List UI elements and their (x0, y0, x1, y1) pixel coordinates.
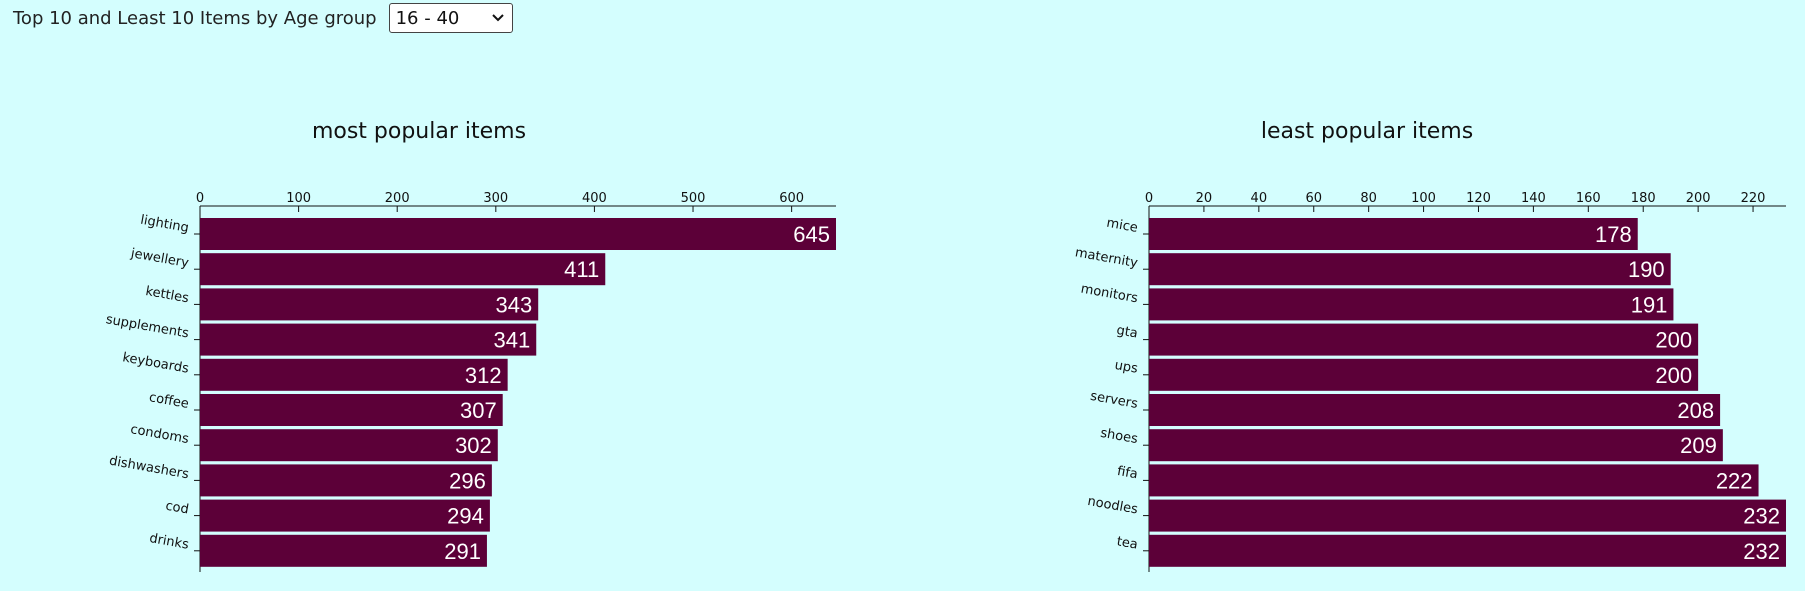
chart-least-popular: least popular items 0 20 40 60 80 100 120 140 160… (1074, 119, 1786, 572)
data-label: 232 (1743, 539, 1780, 564)
x-tick-label: 0 (196, 191, 204, 206)
category-label: noodles (1086, 494, 1139, 518)
category-label: shoes (1099, 426, 1139, 447)
data-label: 302 (455, 433, 492, 458)
data-label: 343 (495, 292, 532, 317)
data-label: 411 (564, 257, 599, 282)
data-label: 296 (449, 468, 486, 493)
x-tick-label: 220 (1741, 191, 1766, 206)
category-label: tea (1116, 534, 1139, 552)
x-tick-label: 40 (1251, 191, 1268, 206)
bar (1149, 499, 1786, 532)
data-label: 222 (1716, 468, 1753, 493)
bar (200, 323, 537, 356)
filter-label: Top 10 and Least 10 Items by Age group (13, 7, 377, 29)
x-tick-label: 100 (1411, 191, 1436, 206)
category-label: fifa (1116, 464, 1139, 482)
data-label: 208 (1677, 398, 1714, 423)
bar (200, 499, 490, 532)
chevron-down-icon (491, 14, 504, 22)
data-label: 294 (447, 504, 484, 529)
category-label: cod (164, 499, 190, 518)
x-tick-label: 200 (385, 191, 410, 206)
bar (1149, 534, 1786, 567)
category-label: condoms (129, 422, 190, 447)
bar (1149, 358, 1699, 391)
data-label: 645 (793, 222, 830, 247)
x-tick-label: 500 (681, 191, 706, 206)
data-label: 191 (1631, 292, 1668, 317)
bar (200, 288, 539, 321)
x-tick-label: 140 (1521, 191, 1546, 206)
x-tick-label: 160 (1576, 191, 1601, 206)
category-label: dishwashers (108, 454, 190, 483)
bar (1149, 464, 1759, 497)
chart-most-popular: most popular items 0 100 200 300 400 500 600 lig… (105, 119, 836, 572)
bar (1149, 429, 1723, 462)
bar (200, 253, 606, 286)
category-label: drinks (148, 531, 190, 553)
bar (1149, 253, 1671, 286)
data-label: 178 (1595, 222, 1632, 247)
x-tick-label: 100 (286, 191, 311, 206)
age-group-selected-value: 16 - 40 (395, 7, 460, 29)
category-label: maternity (1074, 245, 1139, 271)
category-label: supplements (105, 312, 190, 341)
category-label: servers (1089, 389, 1139, 412)
x-tick-label: 180 (1631, 191, 1656, 206)
chart-title: most popular items (312, 119, 526, 144)
data-label: 291 (444, 539, 481, 564)
x-tick-label: 60 (1305, 191, 1322, 206)
bar (1149, 394, 1721, 426)
bar (1149, 323, 1699, 356)
x-tick-label: 200 (1686, 191, 1711, 206)
data-label: 341 (494, 328, 531, 353)
bar (200, 394, 503, 426)
bar (1149, 288, 1674, 321)
data-label: 232 (1743, 504, 1780, 529)
category-label: monitors (1080, 282, 1140, 307)
category-label: gta (1115, 323, 1139, 341)
data-label: 312 (465, 363, 502, 388)
data-label: 200 (1655, 328, 1692, 353)
x-tick-label: 20 (1196, 191, 1213, 206)
bar (200, 358, 508, 391)
x-tick-label: 120 (1466, 191, 1491, 206)
category-label: lighting (139, 213, 190, 236)
category-label: coffee (148, 390, 190, 412)
bar (200, 534, 487, 567)
category-label: ups (1113, 358, 1139, 377)
x-tick-label: 80 (1360, 191, 1377, 206)
data-label: 209 (1680, 433, 1717, 458)
bar (200, 464, 492, 497)
category-label: kettles (144, 284, 190, 306)
x-tick-label: 300 (483, 191, 508, 206)
data-label: 200 (1655, 363, 1692, 388)
x-tick-label: 600 (779, 191, 804, 206)
bar (200, 429, 498, 462)
data-label: 307 (460, 398, 497, 423)
category-label: keyboards (121, 350, 190, 376)
x-tick-label: 0 (1145, 191, 1153, 206)
category-label: jewellery (129, 246, 191, 271)
age-group-filter: Top 10 and Least 10 Items by Age group 1… (13, 3, 513, 33)
data-label: 190 (1628, 257, 1665, 282)
x-tick-label: 400 (582, 191, 607, 206)
bar (200, 218, 836, 250)
age-group-select[interactable]: 16 - 40 (388, 3, 513, 33)
category-label: mice (1105, 216, 1139, 236)
bar (1149, 218, 1638, 250)
chart-title: least popular items (1261, 119, 1473, 144)
